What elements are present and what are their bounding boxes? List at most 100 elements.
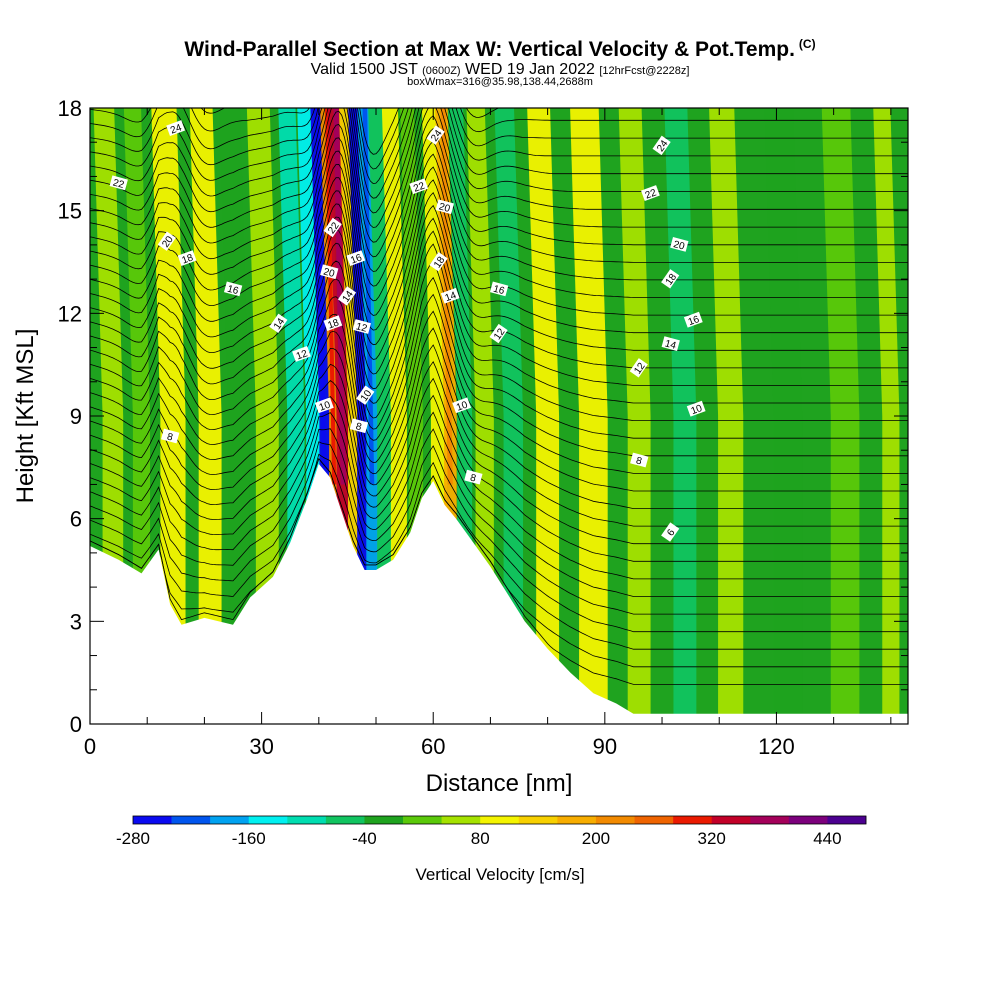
y-tick-label: 6 [70, 507, 82, 532]
terrain-mask [90, 463, 908, 724]
isentrope-line [90, 108, 908, 258]
contour-label-bg [489, 281, 509, 297]
contour-label-text: 10 [690, 403, 705, 417]
contour-label-text: 8 [166, 431, 175, 443]
contour-label-text: 8 [354, 421, 363, 433]
velocity-band [494, 108, 524, 724]
contour-label: 10 [686, 400, 706, 417]
chart-title-text: Wind-Parallel Section at Max W: Vertical… [184, 38, 795, 61]
contour-label: 20 [670, 237, 689, 253]
colorbar: -280 -160 -40 80 200 320 440 [116, 815, 867, 848]
contour-label-bg [292, 346, 311, 362]
colorbar-swatch [325, 816, 365, 824]
contour-label-bg [661, 336, 680, 352]
velocity-core [353, 108, 365, 485]
colorbar-swatch [518, 816, 558, 824]
colorbar-swatch [595, 816, 635, 824]
colorbar-swatch [287, 816, 327, 824]
contour-label-bg [630, 452, 649, 468]
contour-label-text: 14 [444, 290, 459, 304]
contour-label-bg [641, 185, 660, 201]
contour-label-bg [661, 522, 680, 542]
isentrope-line [90, 190, 908, 360]
forecast-info: [12hrFcst@2228z] [599, 65, 690, 77]
y-tick-label: 15 [58, 199, 82, 224]
velocity-band [527, 108, 560, 724]
isentrope-line [90, 216, 908, 390]
x-tick-label: 90 [593, 734, 617, 759]
contour-label-bg [652, 135, 671, 156]
isentrope-line [90, 411, 908, 597]
isentrope-line [90, 377, 908, 562]
contour-label-text: 12 [355, 321, 369, 335]
isentrope-line [90, 457, 908, 668]
contour-label: 20 [320, 264, 339, 280]
isentrope-line [90, 394, 908, 580]
isentrope-line [90, 293, 908, 474]
contour-label-text: 22 [112, 178, 126, 192]
potential-temperature-contours [90, 108, 908, 685]
contour-label-bg [223, 281, 243, 297]
contour-label: 12 [352, 319, 371, 335]
contour-label: 12 [629, 358, 648, 378]
contour-label-text: 20 [438, 201, 452, 215]
contour-label: 22 [323, 217, 342, 238]
contour-label-bg [426, 125, 445, 145]
isentrope-line [90, 124, 908, 287]
contour-label: 16 [489, 281, 509, 298]
contour-label: 16 [683, 311, 703, 328]
colorbar-swatch [827, 816, 867, 824]
contour-label-text: 8 [469, 473, 478, 485]
colorbar-swatch [711, 816, 751, 824]
contour-label-bg [670, 237, 689, 252]
colorbar-tick-label: 320 [697, 829, 725, 848]
contour-label-bg [352, 319, 371, 334]
contour-label: 14 [337, 286, 356, 306]
contour-label: 12 [292, 346, 311, 362]
isentrope-line [90, 327, 908, 509]
contour-label: 6 [661, 522, 680, 542]
contour-label-text: 22 [644, 187, 659, 201]
colorbar-frame [132, 815, 867, 825]
isentrope-line [90, 310, 908, 492]
isentrope-line [90, 108, 908, 243]
velocity-core [315, 108, 327, 485]
contour-label: 22 [641, 185, 660, 202]
contour-label: 8 [464, 469, 483, 485]
contour-label-bg [629, 358, 648, 378]
y-tick-label: 18 [58, 96, 82, 121]
contour-label-text: 16 [492, 284, 506, 298]
contour-label-bg [320, 264, 339, 280]
copyright-mark: (C) [798, 37, 816, 51]
x-tick-label: 120 [758, 734, 795, 759]
contour-label-text: 18 [180, 252, 195, 266]
isentrope-line [90, 276, 908, 457]
contour-label-bg [157, 231, 176, 251]
contour-label-text: 20 [322, 266, 336, 280]
contour-label-bg [356, 385, 375, 405]
contour-label-bg [489, 323, 508, 344]
chart-title: Wind-Parallel Section at Max W: Vertical… [0, 37, 1000, 62]
contour-label: 18 [429, 252, 448, 272]
contour-label: 14 [661, 336, 680, 352]
colorbar-swatch [441, 816, 481, 824]
isentrope-line [90, 453, 908, 650]
contour-label-text: 8 [635, 455, 644, 467]
contour-label: 18 [323, 315, 343, 332]
colorbar-swatch [364, 816, 404, 824]
isentrope-line [90, 108, 908, 199]
contour-label-bg [661, 269, 680, 289]
colorbar-tick-label: 80 [471, 829, 490, 848]
contour-label-bg [349, 418, 369, 434]
velocity-core [324, 108, 337, 485]
colorbar-swatch [403, 816, 442, 824]
contour-label: 14 [269, 313, 288, 334]
y-tick-label: 0 [70, 712, 82, 737]
colorbar-swatch [210, 816, 250, 824]
isentrope-line [90, 137, 908, 302]
contour-label-bg [109, 175, 128, 191]
colorbar-tick-label: 440 [813, 829, 841, 848]
contour-label-text: 10 [455, 399, 470, 413]
contour-label-text: 14 [664, 338, 678, 352]
